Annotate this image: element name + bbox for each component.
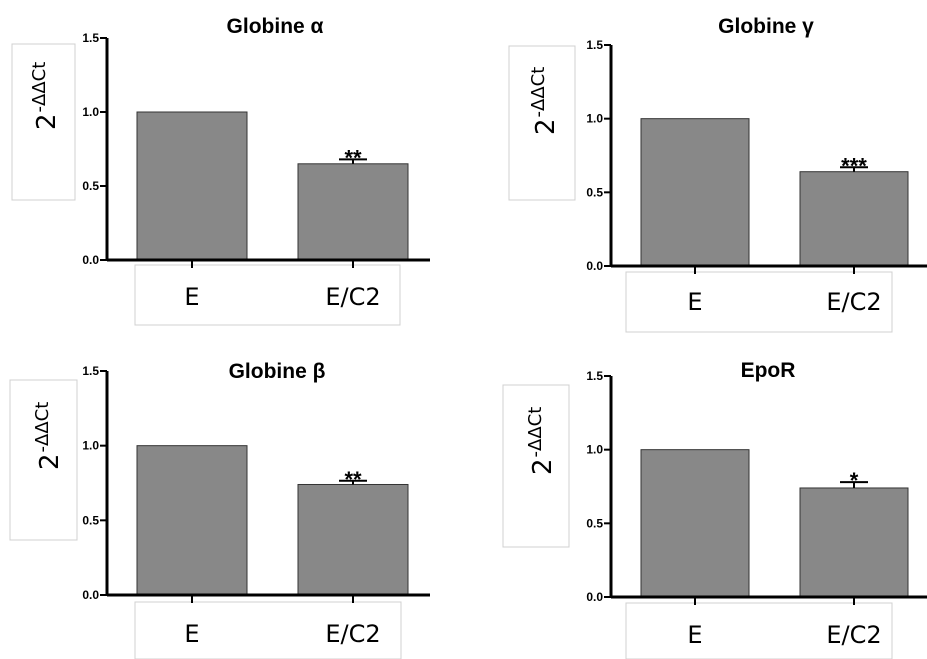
x-tick-label: E bbox=[687, 621, 702, 649]
x-tick-label: E bbox=[184, 620, 199, 648]
category-label-box bbox=[625, 271, 893, 333]
chart-panel: Globine β 2-ΔΔCt E ** E/C2 0.0 0.5 1.0 1.5 bbox=[9, 360, 430, 659]
y-tick-label: 0.5 bbox=[586, 185, 603, 199]
y-axis-label: 2-ΔΔCt bbox=[525, 407, 558, 475]
y-tick-label: 0.0 bbox=[586, 259, 603, 273]
ylabel-box bbox=[502, 384, 570, 548]
y-axis-label-superscript: -ΔΔCt bbox=[528, 67, 549, 118]
chart-panel: Globine γ 2-ΔΔCt E *** E/C2 0.0 0.5 1.0 1.5 bbox=[508, 15, 927, 333]
x-tick-label: E bbox=[184, 283, 199, 311]
ylabel-box bbox=[11, 43, 76, 201]
bar bbox=[799, 487, 909, 598]
ylabel-box bbox=[508, 45, 576, 201]
y-axis-label: 2-ΔΔCt bbox=[528, 67, 561, 135]
y-axis-label-base: 2 bbox=[35, 453, 65, 470]
bar bbox=[640, 449, 750, 598]
chart-title: Globine γ bbox=[718, 15, 814, 38]
y-tick-label: 1.0 bbox=[82, 105, 99, 119]
x-tick-label: E/C2 bbox=[826, 288, 881, 316]
x-tick-label: E/C2 bbox=[325, 283, 380, 311]
y-tick-label: 1.0 bbox=[586, 443, 603, 457]
y-axis-label-superscript: -ΔΔCt bbox=[525, 407, 546, 458]
bar bbox=[799, 171, 909, 267]
category-label-box bbox=[134, 264, 401, 326]
category-label-box bbox=[134, 601, 402, 659]
x-tick-label: E/C2 bbox=[826, 621, 881, 649]
bar bbox=[136, 111, 248, 261]
y-tick-label: 0.0 bbox=[82, 253, 99, 267]
y-tick-label: 1.5 bbox=[586, 38, 603, 52]
y-tick-label: 1.5 bbox=[586, 369, 603, 383]
x-tick-label: E bbox=[687, 288, 702, 316]
y-axis-label-base: 2 bbox=[32, 113, 62, 130]
chart-title: Globine α bbox=[227, 15, 324, 38]
ylabel-box bbox=[9, 379, 78, 541]
chart-panel: Globine α 2-ΔΔCt E ** E/C2 0.0 0.5 1.0 1.5 bbox=[11, 15, 430, 326]
bar bbox=[136, 445, 248, 596]
y-tick-label: 1.0 bbox=[82, 439, 99, 453]
y-tick-label: 0.0 bbox=[586, 590, 603, 604]
bar bbox=[640, 118, 750, 267]
y-tick-label: 0.5 bbox=[82, 513, 99, 527]
y-axis-label: 2-ΔΔCt bbox=[32, 402, 65, 470]
bar bbox=[297, 163, 409, 261]
x-tick-label: E/C2 bbox=[325, 620, 380, 648]
significance-marker: ** bbox=[344, 145, 362, 170]
bar bbox=[297, 483, 409, 596]
chart-title: Globine β bbox=[229, 360, 326, 383]
y-axis-label-base: 2 bbox=[531, 118, 561, 135]
significance-marker: * bbox=[850, 468, 859, 493]
category-label-box bbox=[625, 602, 893, 659]
y-tick-label: 1.0 bbox=[586, 112, 603, 126]
y-axis-label-superscript: -ΔΔCt bbox=[32, 402, 53, 453]
y-tick-label: 0.5 bbox=[586, 516, 603, 530]
y-tick-label: 1.5 bbox=[82, 31, 99, 45]
significance-marker: *** bbox=[841, 153, 867, 178]
y-tick-label: 0.5 bbox=[82, 179, 99, 193]
chart-title: EpoR bbox=[741, 359, 796, 382]
y-tick-label: 1.5 bbox=[82, 364, 99, 378]
y-axis-label-base: 2 bbox=[528, 458, 558, 475]
y-axis-label-superscript: -ΔΔCt bbox=[29, 62, 50, 113]
significance-marker: ** bbox=[344, 467, 362, 492]
y-axis-label: 2-ΔΔCt bbox=[29, 62, 62, 130]
chart-panel: EpoR 2-ΔΔCt E * E/C2 0.0 0.5 1.0 1.5 bbox=[502, 359, 927, 659]
y-tick-label: 0.0 bbox=[82, 588, 99, 602]
